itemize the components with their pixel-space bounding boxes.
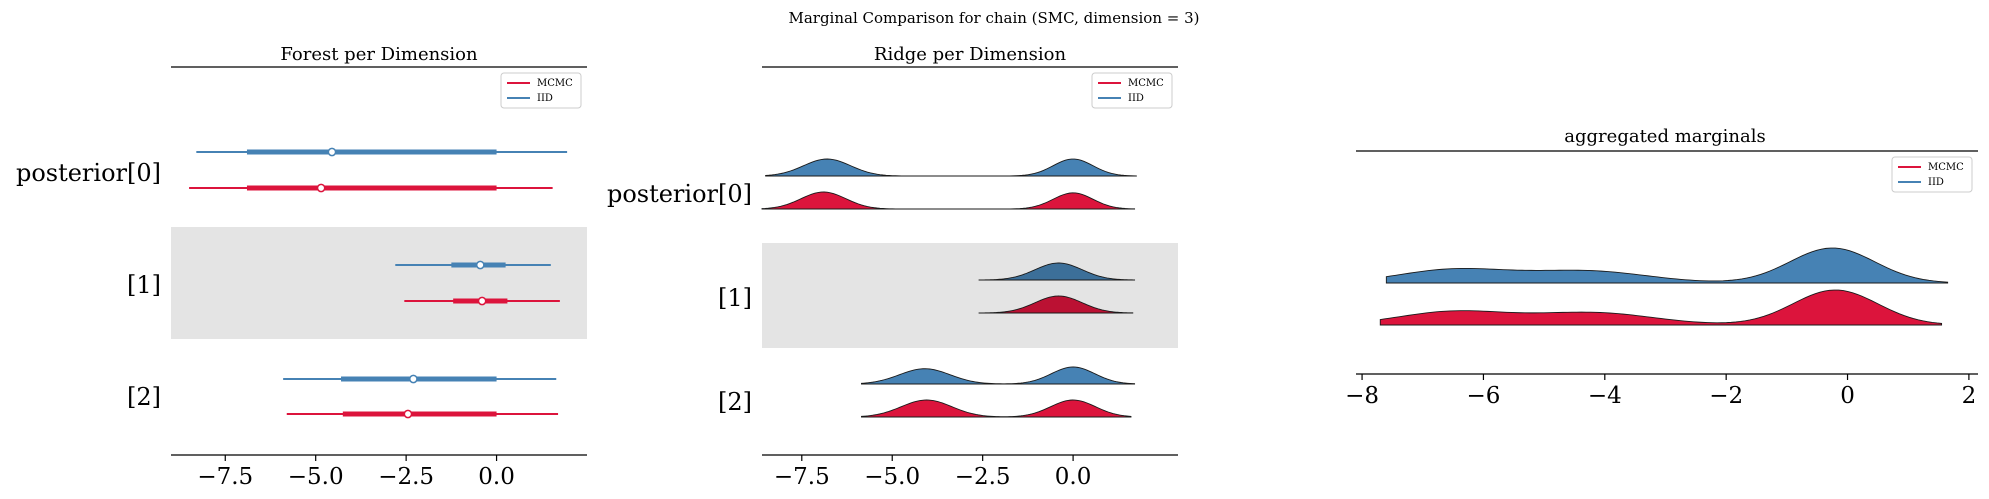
forest-band-dim1 xyxy=(171,227,587,339)
forest-iid-point-0 xyxy=(327,147,337,157)
2-x-tick-label: 0 xyxy=(1840,383,1855,409)
aggregated-legend-mcmc-label: MCMC xyxy=(1928,162,1964,173)
forest-title: Forest per Dimension xyxy=(280,44,478,65)
aggregated-panel: aggregated marginals −8 −6 −4 −2 0 2 MCMC IID xyxy=(1345,126,1978,409)
ridge-mcmc-density-0 xyxy=(761,191,1136,210)
aggregated-mcmc-density xyxy=(1379,289,1943,326)
2-x-tick-label: 2 xyxy=(1962,383,1977,409)
aggregated-iid-density xyxy=(1385,247,1949,284)
ridge-ylabel-1: [1] xyxy=(718,284,752,312)
forest-iid-point-2 xyxy=(409,374,418,384)
ridge-legend-frame xyxy=(1091,72,1173,109)
ridge-ylabel-0: posterior[0] xyxy=(607,180,752,208)
forest-legend: MCMC IID xyxy=(500,72,582,109)
0-x-tick-label: −5.0 xyxy=(288,464,344,490)
forest-legend-frame xyxy=(500,72,582,109)
ridge-title: Ridge per Dimension xyxy=(874,44,1067,65)
2-x-tick-label: −2 xyxy=(1709,383,1743,409)
ridge-mcmc-density-2 xyxy=(861,399,1132,418)
forest-marks xyxy=(189,147,568,419)
forest-ylabel-2: [2] xyxy=(127,383,161,411)
ridge-legend: MCMC IID xyxy=(1091,72,1173,109)
aggregated-title: aggregated marginals xyxy=(1564,126,1765,147)
1-x-tick-label: −7.5 xyxy=(774,464,830,490)
1-x-tick-label: −2.5 xyxy=(955,464,1011,490)
ridge-legend-iid-label: IID xyxy=(1128,93,1144,104)
2-x-tick-label: −4 xyxy=(1588,383,1622,409)
aggregated-legend-iid-label: IID xyxy=(1928,177,1944,188)
ridge-band-dim1 xyxy=(762,243,1178,348)
forest-x-ticks: −7.5 −5.0 −2.5 0.0 xyxy=(197,455,515,490)
ridge-iid-density-0 xyxy=(765,158,1137,177)
forest-mcmc-point-0 xyxy=(316,183,326,193)
aggregated-marks xyxy=(1379,247,1949,326)
0-x-tick-label: −7.5 xyxy=(197,464,253,490)
2-x-tick-label: −6 xyxy=(1466,383,1500,409)
aggregated-legend-frame xyxy=(1891,156,1973,193)
0-x-tick-label: −2.5 xyxy=(378,464,434,490)
1-x-tick-label: −5.0 xyxy=(864,464,920,490)
ridge-mcmc-density-1 xyxy=(978,295,1134,314)
forest-panel: Forest per Dimension posterior[0] [1] [2… xyxy=(16,44,587,490)
1-x-tick-label: 0.0 xyxy=(1055,464,1092,490)
forest-ylabel-1: [1] xyxy=(127,271,161,299)
forest-legend-iid-label: IID xyxy=(537,93,553,104)
forest-ylabel-0: posterior[0] xyxy=(16,159,161,187)
0-x-tick-label: 0.0 xyxy=(478,464,515,490)
ridge-x-ticks: −7.5 −5.0 −2.5 0.0 xyxy=(774,455,1092,490)
ridge-marks xyxy=(761,158,1137,418)
ridge-ylabel-2: [2] xyxy=(718,388,752,416)
2-x-tick-label: −8 xyxy=(1345,383,1379,409)
forest-legend-mcmc-label: MCMC xyxy=(537,78,573,89)
figure-suptitle: Marginal Comparison for chain (SMC, dime… xyxy=(788,9,1199,27)
ridge-legend-mcmc-label: MCMC xyxy=(1128,78,1164,89)
forest-mcmc-point-2 xyxy=(403,409,413,419)
aggregated-x-ticks: −8 −6 −4 −2 0 2 xyxy=(1345,374,1976,409)
forest-iid-point-1 xyxy=(475,260,485,270)
ridge-iid-density-1 xyxy=(978,262,1136,281)
ridge-iid-density-2 xyxy=(861,366,1136,385)
ridge-panel: Ridge per Dimension posterior[0] [1] [2]… xyxy=(607,44,1178,490)
aggregated-legend: MCMC IID xyxy=(1891,156,1973,193)
forest-mcmc-point-1 xyxy=(477,296,487,306)
